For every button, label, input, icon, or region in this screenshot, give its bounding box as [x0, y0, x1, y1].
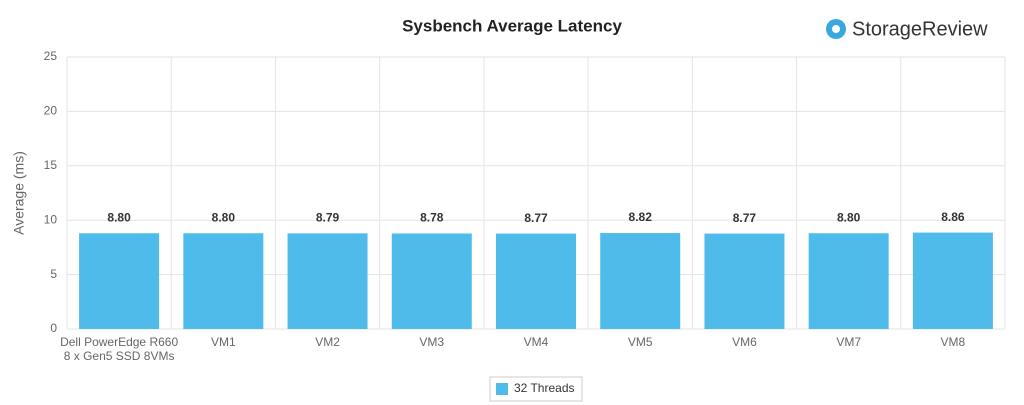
y-tick-label: 10	[44, 212, 58, 226]
x-tick-label: VM7	[836, 335, 861, 349]
x-tick-label: VM4	[524, 335, 549, 349]
x-tick-label: VM6	[732, 335, 757, 349]
x-tick-label: VM3	[419, 335, 444, 349]
bar	[912, 232, 993, 329]
x-tick-label: Dell PowerEdge R660	[60, 335, 178, 349]
bar	[496, 233, 576, 329]
value-label: 8.82	[629, 210, 653, 224]
y-tick-label: 25	[44, 49, 58, 63]
value-label: 8.80	[212, 210, 236, 224]
y-tick-label: 15	[44, 158, 58, 172]
x-tick-label: VM8	[941, 335, 966, 349]
x-tick-label: VM5	[628, 335, 653, 349]
y-tick-label: 5	[50, 267, 57, 281]
chart-title: Sysbench Average Latency	[402, 16, 622, 35]
bar	[287, 233, 368, 329]
bar	[391, 233, 472, 329]
bar	[808, 233, 889, 329]
value-label: 8.80	[837, 210, 861, 224]
y-axis-label: Average (ms)	[11, 151, 27, 235]
bar	[79, 233, 160, 329]
y-tick-label: 20	[44, 104, 58, 118]
value-label: 8.77	[524, 211, 548, 225]
value-label: 8.86	[941, 210, 965, 224]
bar	[600, 233, 681, 329]
value-label: 8.79	[316, 211, 340, 225]
value-label: 8.77	[733, 211, 757, 225]
logo-text: StorageReview	[852, 18, 988, 40]
x-tick-label: VM2	[315, 335, 340, 349]
bar	[183, 233, 264, 329]
x-tick-label: VM1	[211, 335, 236, 349]
legend-swatch	[496, 383, 508, 395]
bar	[704, 233, 785, 329]
x-tick-label: 8 x Gen5 SSD 8VMs	[64, 349, 175, 363]
value-label: 8.80	[107, 210, 131, 224]
logo-icon-hole	[832, 25, 840, 33]
value-label: 8.78	[420, 211, 444, 225]
legend-label: 32 Threads	[514, 381, 575, 395]
y-tick-label: 0	[50, 321, 57, 335]
